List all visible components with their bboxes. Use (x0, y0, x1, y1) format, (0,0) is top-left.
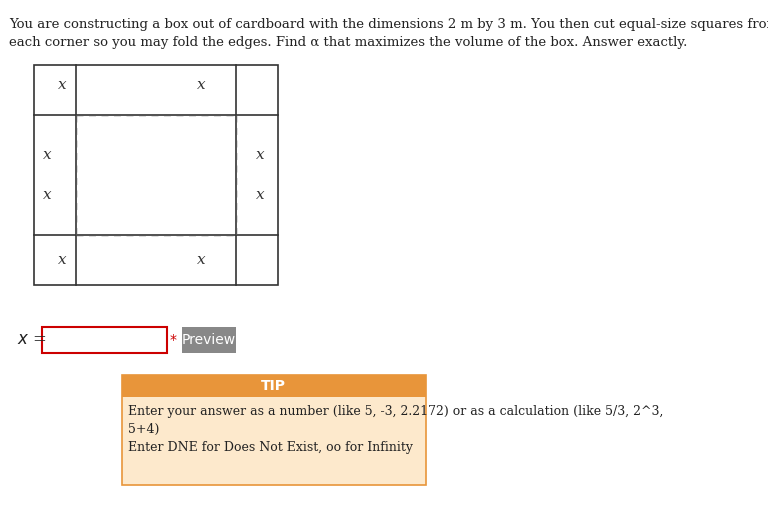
Text: Enter DNE for Does Not Exist, oo for Infinity: Enter DNE for Does Not Exist, oo for Inf… (127, 441, 412, 454)
Text: Preview: Preview (182, 333, 236, 347)
Text: x: x (58, 253, 67, 267)
Text: Enter your answer as a number (like 5, -3, 2.2172) or as a calculation (like 5/3: Enter your answer as a number (like 5, -… (127, 405, 663, 418)
Bar (35, 65, 277, 285)
Text: $x$ =: $x$ = (17, 332, 46, 348)
Text: x: x (256, 188, 265, 202)
Text: x: x (197, 78, 206, 92)
Text: x: x (197, 253, 206, 267)
Text: TIP: TIP (261, 379, 286, 393)
Text: x: x (43, 148, 51, 162)
Bar (121, 375, 425, 397)
Text: each corner so you may fold the edges. Find α that maximizes the volume of the b: each corner so you may fold the edges. F… (9, 36, 687, 49)
Text: *: * (170, 333, 177, 347)
Text: 5+4): 5+4) (127, 423, 159, 436)
FancyBboxPatch shape (41, 327, 167, 353)
Text: x: x (43, 188, 51, 202)
Text: You are constructing a box out of cardboard with the dimensions 2 m by 3 m. You : You are constructing a box out of cardbo… (9, 18, 768, 31)
FancyBboxPatch shape (183, 327, 236, 353)
Text: x: x (58, 78, 67, 92)
Bar (121, 375, 425, 485)
Text: x: x (256, 148, 265, 162)
